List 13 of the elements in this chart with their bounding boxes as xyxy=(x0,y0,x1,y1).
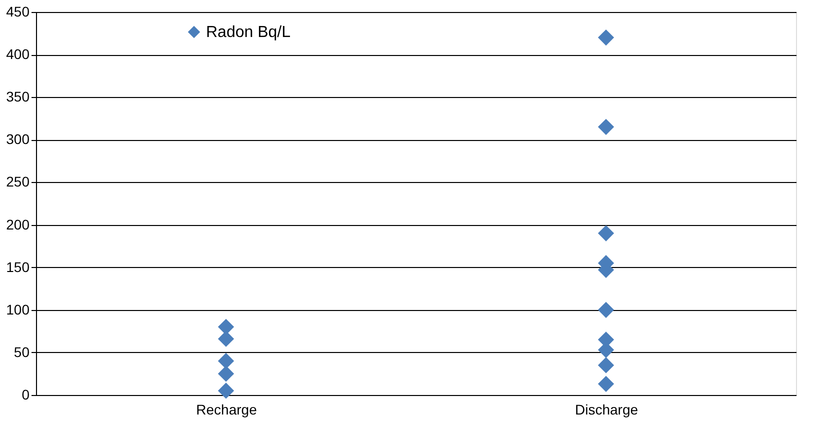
legend-label: Radon Bq/L xyxy=(206,24,291,41)
y-tick-label: 50 xyxy=(14,344,30,360)
x-tick-label: Discharge xyxy=(574,402,638,418)
y-tick-label: 100 xyxy=(6,301,30,318)
y-tick-label: 150 xyxy=(6,258,30,275)
x-tick-label: Recharge xyxy=(196,402,258,418)
y-tick-label: 450 xyxy=(6,4,30,20)
y-tick-label: 200 xyxy=(6,216,30,232)
y-tick-label: 250 xyxy=(6,174,30,190)
y-tick-label: 350 xyxy=(6,88,30,105)
y-tick-label: 400 xyxy=(6,46,30,62)
y-tick-label: 300 xyxy=(6,131,30,148)
y-tick-label: 0 xyxy=(22,386,30,402)
